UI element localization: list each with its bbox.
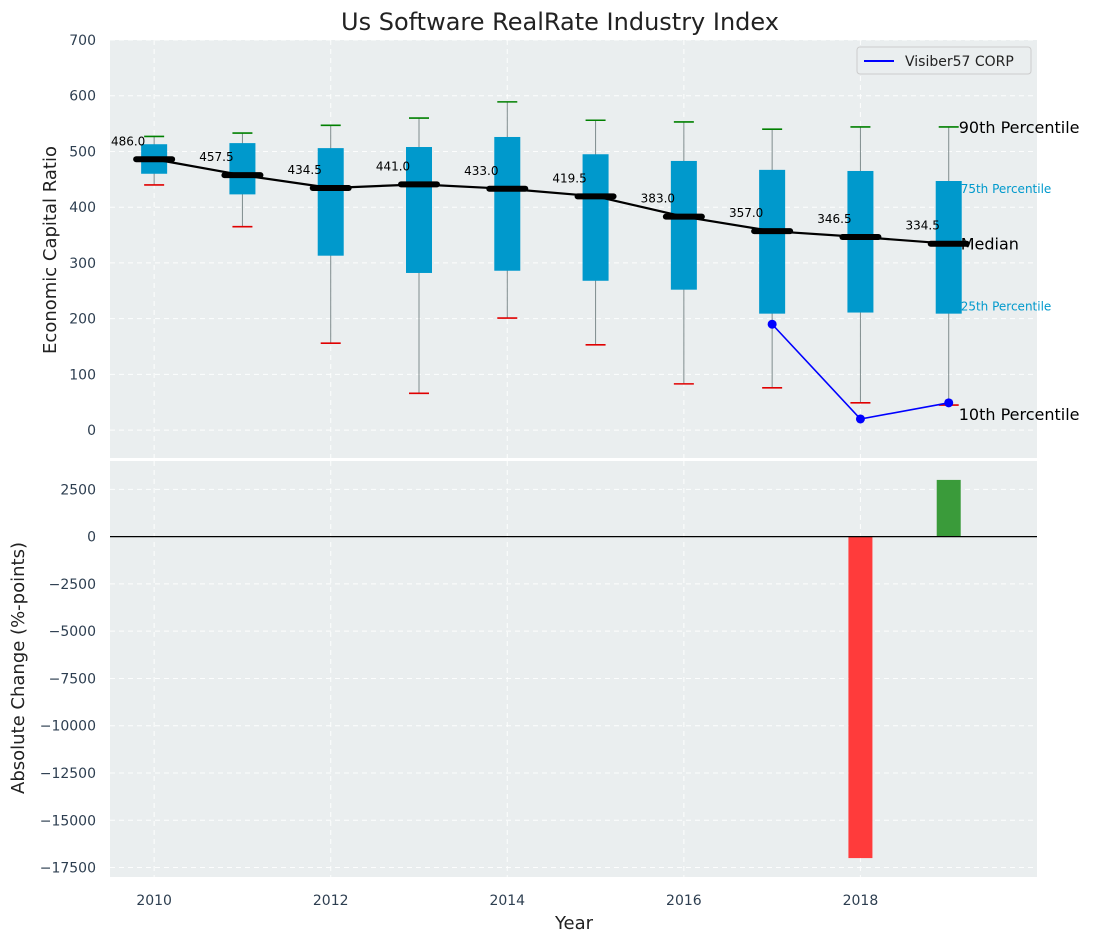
iqr-box bbox=[670, 160, 697, 290]
x-tick-label: 2014 bbox=[489, 893, 525, 909]
top-y-tick-label: 700 bbox=[69, 33, 96, 49]
x-tick-label: 2016 bbox=[666, 893, 702, 909]
iqr-box bbox=[317, 148, 344, 256]
bottom-y-tick-label: −2500 bbox=[49, 577, 96, 593]
top-y-tick-label: 500 bbox=[69, 144, 96, 160]
company-point bbox=[767, 319, 777, 329]
company-point bbox=[855, 414, 865, 424]
bottom-y-tick-label: −10000 bbox=[40, 719, 96, 735]
top-y-tick-label: 300 bbox=[69, 256, 96, 272]
bottom-y-tick-label: −7500 bbox=[49, 671, 96, 687]
median-value-label: 419.5 bbox=[552, 171, 586, 185]
iqr-box bbox=[406, 147, 432, 273]
bottom-y-tick-label: −15000 bbox=[40, 813, 96, 829]
bottom-y-tick-label: −17500 bbox=[40, 861, 96, 877]
bottom-y-axis-label: Absolute Change (%-points) bbox=[8, 542, 29, 794]
change-bar bbox=[936, 479, 961, 537]
bottom-y-tick-label: −12500 bbox=[40, 766, 96, 782]
median-value-label: 433.0 bbox=[464, 164, 498, 178]
top-y-tick-label: 200 bbox=[69, 312, 96, 328]
bottom-y-tick-label: 2500 bbox=[60, 482, 96, 498]
bottom-panel: 2500 0 −2500 −5000 −7500 −10000 −12500 −15000 −1… bbox=[40, 461, 1037, 909]
iqr-box bbox=[494, 136, 521, 271]
bottom-plot-area bbox=[110, 461, 1037, 877]
annotation-p75: 75th Percentile bbox=[961, 182, 1052, 196]
annotation-median: Median bbox=[961, 235, 1019, 254]
iqr-box bbox=[582, 154, 609, 281]
top-plot-area bbox=[110, 40, 1037, 458]
top-y-tick-label: 400 bbox=[69, 200, 96, 216]
annotation-p90: 90th Percentile bbox=[959, 118, 1080, 137]
x-tick-label: 2018 bbox=[843, 893, 879, 909]
bottom-y-tick-label: 0 bbox=[87, 530, 96, 546]
median-value-label: 457.5 bbox=[199, 150, 233, 164]
median-value-label: 334.5 bbox=[906, 219, 940, 233]
company-point bbox=[944, 398, 954, 408]
median-line bbox=[153, 158, 949, 245]
median-value-label: 357.0 bbox=[729, 206, 763, 220]
iqr-box bbox=[759, 169, 786, 314]
iqr-box bbox=[847, 170, 874, 313]
iqr-box bbox=[935, 181, 962, 314]
median-value-label: 434.5 bbox=[288, 163, 322, 177]
legend: Visiber57 CORP bbox=[856, 46, 1032, 75]
top-y-axis-label: Economic Capital Ratio bbox=[40, 146, 61, 354]
chart-title: Us Software RealRate Industry Index bbox=[341, 8, 779, 36]
legend-label: Visiber57 CORP bbox=[905, 54, 1014, 70]
annotation-p10: 10th Percentile bbox=[959, 405, 1080, 424]
median-value-label: 383.0 bbox=[641, 192, 675, 206]
bottom-y-tick-label: −5000 bbox=[49, 624, 96, 640]
top-y-tick-label: 100 bbox=[69, 367, 96, 383]
top-panel: 0 100 200 300 400 500 600 700 486.0 457.5 434.5 441… bbox=[69, 33, 1080, 458]
annotation-p25: 25th Percentile bbox=[961, 300, 1052, 314]
top-y-tick-label: 600 bbox=[69, 89, 96, 105]
x-tick-label: 2012 bbox=[313, 893, 349, 909]
x-tick-label: 2010 bbox=[136, 893, 172, 909]
median-value-label: 486.0 bbox=[111, 134, 145, 148]
median-value-label: 346.5 bbox=[817, 212, 851, 226]
iqr-box bbox=[229, 143, 256, 195]
x-axis-label: Year bbox=[554, 913, 594, 934]
legend-frame bbox=[856, 46, 1032, 75]
median-value-label: 441.0 bbox=[376, 159, 410, 173]
change-bar bbox=[848, 536, 873, 859]
top-y-tick-label: 0 bbox=[87, 423, 96, 439]
